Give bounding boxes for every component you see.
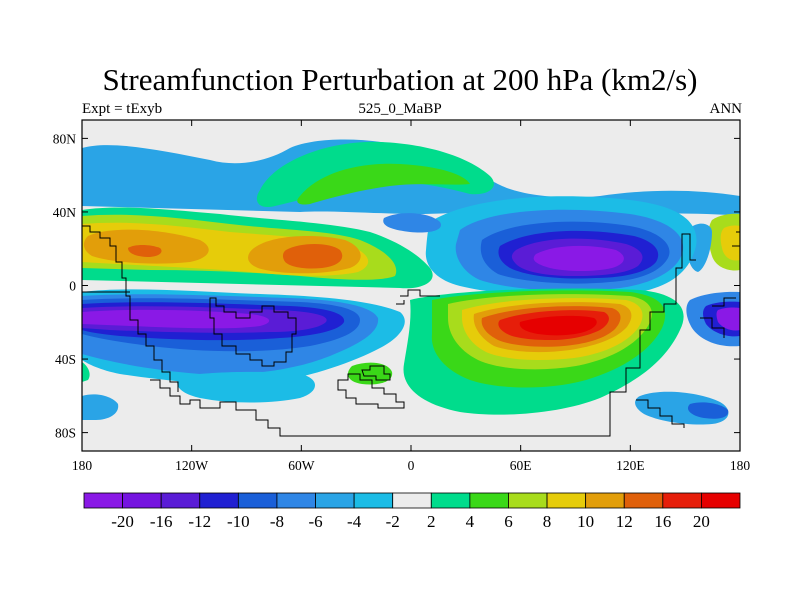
colorbar-box: [585, 492, 625, 509]
colorbar-label: -2: [386, 512, 400, 531]
colorbar-box: [430, 492, 471, 509]
colorbar-box: [392, 492, 432, 509]
chart-title: Streamfunction Perturbation at 200 hPa (…: [102, 62, 698, 97]
colorbar-box: [83, 492, 123, 509]
colorbar-label: -20: [111, 512, 134, 531]
contour-se-blue: [687, 402, 729, 419]
colorbar-label: -4: [347, 512, 362, 531]
colorbar: -20 -16 -12 -10 -8 -6 -4 -2 2 4 6 8 10 12 16 20: [83, 492, 741, 531]
colorbar-box: [662, 492, 702, 509]
colorbar-box: [237, 492, 278, 509]
contour-small-blue: [383, 213, 441, 233]
colorbar-label: 2: [427, 512, 436, 531]
australia-south-coast: [636, 399, 685, 428]
contour-west-green: [82, 362, 90, 382]
x-tick-label: 180: [730, 458, 751, 473]
y-tick-label: 0: [69, 279, 76, 294]
east-island-outline: [700, 297, 736, 338]
colorbar-label: -16: [150, 512, 173, 531]
colorbar-box: [546, 492, 587, 509]
x-tick-label: 60W: [288, 458, 315, 473]
axis-ticks: 180 120W 60W 0 60E 120E 180 80N 40N 0 40S 80S: [53, 120, 751, 473]
contour-pacific-high-core: [128, 245, 162, 257]
x-tick-label: 120W: [175, 458, 208, 473]
continent-outlines: [82, 225, 740, 437]
colorbar-label: -12: [188, 512, 211, 531]
contour-atlantic-high-core: [282, 244, 343, 269]
colorbar-box: [701, 492, 741, 509]
colorbar-box: [353, 492, 394, 509]
y-tick-label: 40S: [55, 352, 76, 367]
colorbar-label: 8: [543, 512, 552, 531]
season-label: ANN: [709, 101, 743, 117]
colorbar-label: 16: [654, 512, 671, 531]
contour-south-low-core: [82, 309, 270, 329]
contour-north-green-inner: [297, 163, 470, 205]
colorbar-label: -10: [227, 512, 250, 531]
contour-sw-cyan: [82, 394, 119, 420]
small-island: [361, 365, 391, 381]
colorbar-box: [122, 492, 162, 509]
x-tick-label: 180: [72, 458, 93, 473]
y-tick-label: 80S: [55, 426, 76, 441]
colorbar-box: [623, 492, 664, 509]
contour-east-south-core: [716, 307, 740, 331]
colorbar-box: [469, 492, 509, 509]
colorbar-label: 12: [616, 512, 633, 531]
colorbar-box: [160, 492, 201, 509]
time-label: 525_0_MaBP: [358, 101, 442, 117]
experiment-label: Expt = tExyb: [82, 101, 163, 117]
colorbar-label: -6: [308, 512, 322, 531]
contour-east-yellow-core: [720, 225, 740, 261]
south-america-outline: [209, 297, 297, 367]
colorbar-box: [276, 492, 316, 509]
x-tick-label: 60E: [510, 458, 532, 473]
southern-landmass: [337, 373, 405, 409]
contour-south-flank-cyan: [177, 371, 315, 403]
colorbar-label: 4: [466, 512, 475, 531]
colorbar-label: 10: [577, 512, 594, 531]
colorbar-label: 6: [504, 512, 513, 531]
colorbar-box: [199, 492, 239, 509]
contour-field: [82, 120, 740, 451]
colorbar-label: 20: [693, 512, 710, 531]
africa-north-coast: [396, 289, 440, 305]
x-tick-label: 120E: [616, 458, 645, 473]
contour-indian-high-core: [519, 315, 597, 336]
contour-small-lime: [347, 362, 393, 385]
east-edge-coast: [732, 231, 740, 247]
antarctic-and-asia-coast: [150, 233, 696, 437]
y-tick-label: 40N: [53, 205, 77, 220]
y-tick-label: 80N: [53, 131, 77, 146]
colorbar-box: [315, 492, 355, 509]
colorbar-label: -8: [270, 512, 284, 531]
americas-west-coast: [82, 225, 179, 392]
contour-asian-low-core: [533, 245, 624, 271]
colorbar-box: [508, 492, 548, 509]
x-tick-label: 0: [408, 458, 415, 473]
